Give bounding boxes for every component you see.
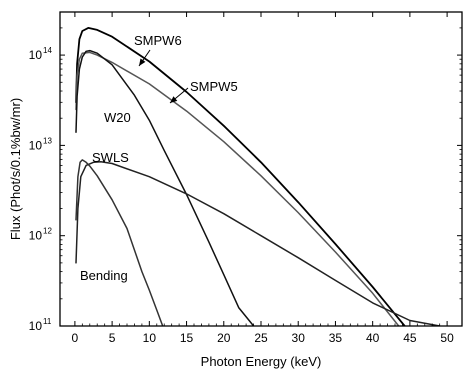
label-w20: W20 <box>104 110 131 125</box>
y-tick-label: 10 <box>29 229 43 243</box>
x-tick-label: 5 <box>109 331 116 345</box>
y-tick-label: 10 <box>29 319 43 333</box>
y-tick-label: 10 <box>29 138 43 152</box>
x-axis-title: Photon Energy (keV) <box>201 354 322 369</box>
arrowhead-smpw6 <box>139 58 146 66</box>
x-tick-label: 20 <box>217 331 231 345</box>
series-w20-line <box>75 49 255 326</box>
y-tick-label: 10 <box>29 48 43 62</box>
x-tick-label: 25 <box>254 331 268 345</box>
x-tick-label: 45 <box>403 331 417 345</box>
series-swls-line <box>75 160 441 326</box>
x-tick-label: 15 <box>180 331 194 345</box>
arrowhead-smpw5 <box>170 96 178 103</box>
x-tick-label: 0 <box>72 331 79 345</box>
series-smpw5-line <box>75 51 400 326</box>
x-tick-label: 40 <box>366 331 380 345</box>
label-smpw6: SMPW6 <box>134 33 182 48</box>
curves-layer <box>75 27 441 326</box>
label-swls: SWLS <box>92 150 129 165</box>
label-bending: Bending <box>80 268 128 283</box>
x-axis: 0 5 10 15 20 25 30 35 40 45 50 <box>72 12 454 345</box>
y-tick-exponent: 14 <box>43 46 52 55</box>
y-tick-exponent: 13 <box>43 136 52 145</box>
series-bending-line <box>75 159 164 326</box>
x-tick-label: 10 <box>143 331 157 345</box>
y-tick-exponent: 12 <box>43 227 52 236</box>
curve-labels: SMPW6 SMPW5 W20 SWLS Bending <box>80 33 238 283</box>
y-axis-title: Flux (Phot/s/0.1%bw/mr) <box>8 98 23 240</box>
x-tick-label: 35 <box>329 331 343 345</box>
x-tick-label: 50 <box>440 331 454 345</box>
x-tick-label: 30 <box>292 331 306 345</box>
label-smpw5: SMPW5 <box>190 79 238 94</box>
series-smpw6-line <box>75 27 406 326</box>
y-tick-exponent: 11 <box>43 317 52 326</box>
